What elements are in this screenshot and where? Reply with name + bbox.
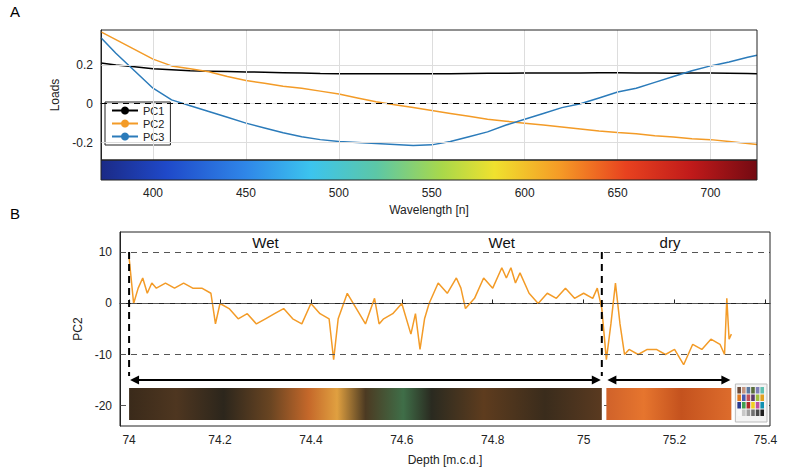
svg-text:0: 0 (105, 296, 112, 310)
svg-text:Wavelength [n]: Wavelength [n] (389, 203, 469, 217)
svg-text:dry: dry (660, 234, 681, 251)
svg-text:75.2: 75.2 (663, 433, 687, 447)
svg-text:10: 10 (99, 245, 113, 259)
svg-text:0: 0 (86, 97, 93, 111)
svg-text:-20: -20 (95, 399, 113, 413)
svg-text:PC1: PC1 (143, 104, 165, 117)
svg-text:PC2: PC2 (143, 117, 165, 130)
svg-text:Wet: Wet (252, 234, 279, 251)
svg-text:PC3: PC3 (143, 130, 165, 143)
svg-text:75: 75 (577, 433, 591, 447)
svg-text:-0.2: -0.2 (72, 136, 93, 150)
svg-text:0.2: 0.2 (76, 58, 93, 72)
svg-text:74.2: 74.2 (208, 433, 232, 447)
svg-text:B: B (10, 205, 20, 222)
svg-text:650: 650 (608, 186, 628, 200)
svg-text:Wet: Wet (489, 234, 516, 251)
svg-text:Depth [m.c.d.]: Depth [m.c.d.] (408, 453, 483, 467)
svg-text:Loads: Loads (48, 79, 62, 112)
svg-text:500: 500 (329, 186, 349, 200)
svg-text:700: 700 (701, 186, 721, 200)
svg-text:600: 600 (515, 186, 535, 200)
svg-text:400: 400 (143, 186, 163, 200)
svg-text:74.4: 74.4 (299, 433, 323, 447)
svg-text:450: 450 (236, 186, 256, 200)
svg-text:-10: -10 (95, 348, 113, 362)
svg-text:74.6: 74.6 (390, 433, 414, 447)
svg-text:74.8: 74.8 (481, 433, 505, 447)
svg-text:PC2: PC2 (71, 317, 85, 341)
svg-text:75.4: 75.4 (754, 433, 778, 447)
svg-text:74: 74 (122, 433, 136, 447)
svg-text:A: A (10, 3, 20, 20)
svg-text:550: 550 (422, 186, 442, 200)
